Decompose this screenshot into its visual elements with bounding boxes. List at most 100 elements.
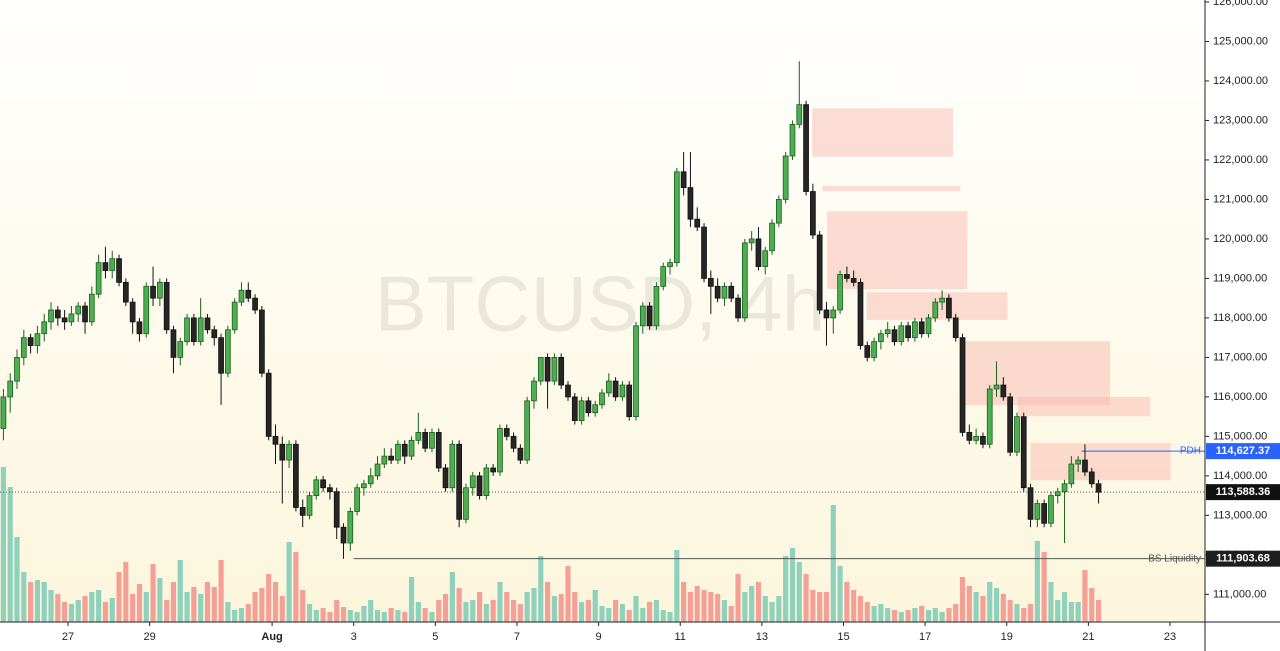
volume-bar (973, 592, 979, 622)
volume-bar (395, 610, 401, 622)
candle-body (54, 309, 61, 319)
volume-bar (1007, 600, 1013, 622)
candle-body (619, 384, 626, 398)
candle-body (993, 384, 1000, 390)
candle-body (442, 467, 449, 489)
candle-body (1054, 491, 1061, 497)
candle-body (381, 455, 388, 465)
candle-body (197, 317, 204, 343)
candle-body (850, 278, 857, 283)
candle-body (429, 432, 435, 449)
volume-bar (456, 588, 462, 622)
candle-body (313, 479, 320, 497)
candle-body (1041, 503, 1047, 524)
candle-body (320, 479, 326, 489)
supply-zone (1017, 396, 1151, 417)
candle-body (204, 317, 211, 331)
candle-body (306, 495, 313, 516)
candles (0, 61, 1102, 559)
candle-body (157, 281, 163, 299)
candle-body (966, 432, 973, 441)
candle-body (95, 262, 102, 295)
candle-body (789, 124, 796, 157)
candle-body (687, 187, 694, 220)
candle-body (578, 400, 585, 421)
volume-bar (34, 580, 40, 622)
y-tick-label: 125,000.00 (1213, 35, 1268, 47)
supply-zone (827, 211, 968, 290)
candle-body (293, 443, 299, 508)
candle-body (857, 281, 864, 346)
last-price-box (1206, 484, 1280, 501)
volume-bar (55, 594, 61, 622)
candle-body (810, 191, 816, 236)
x-tick-label: 9 (596, 631, 602, 643)
volume-bar (109, 598, 115, 622)
volume-bar (361, 606, 367, 622)
candle-body (565, 384, 571, 398)
x-tick-label: 19 (1001, 631, 1013, 643)
volume-bar (102, 602, 109, 622)
candle-body (401, 443, 408, 457)
volume-bar (810, 590, 816, 622)
volume-bar (368, 600, 374, 622)
volume-bar (1055, 600, 1061, 622)
candle-body (748, 238, 755, 244)
volume-bar (939, 612, 945, 622)
volume-bar (1095, 600, 1102, 622)
volume-bar (776, 596, 782, 622)
candle-body (1061, 483, 1068, 493)
candle-body (1048, 495, 1054, 524)
volume-bar (796, 562, 802, 622)
volume-bar (62, 602, 68, 622)
volume-bar (878, 604, 884, 622)
volume-bar (123, 562, 129, 622)
volume-bar (633, 596, 639, 622)
volume-bar (381, 612, 387, 622)
volume-bar (823, 592, 830, 622)
candle-body (463, 487, 469, 520)
candle-body (946, 297, 952, 319)
candle-body (735, 297, 741, 319)
candle-body (633, 325, 639, 418)
volume-bar (334, 600, 340, 622)
volume-bar (327, 612, 333, 622)
y-tick-label: 116,000.00 (1213, 391, 1267, 403)
candle-body (1014, 416, 1020, 453)
volume-bar (157, 578, 163, 622)
candle-body (245, 289, 252, 299)
volume-bar (531, 588, 537, 622)
candle-body (170, 329, 177, 358)
candle-body (7, 380, 14, 398)
volume-bar (340, 607, 347, 622)
axes: 111,000.00112,000.00113,000.00114,000.00… (62, 0, 1280, 643)
volume-bar (82, 596, 88, 622)
volume-bar (164, 600, 170, 622)
volume-bar (245, 604, 251, 622)
level-label-box (1206, 550, 1280, 567)
candle-body (728, 285, 735, 299)
volume-bar (640, 608, 646, 622)
candle-body (1068, 463, 1075, 485)
candle-body (0, 396, 7, 429)
x-tick-label: 11 (675, 631, 686, 643)
volume-bar (211, 587, 217, 622)
candle-body (639, 305, 646, 327)
level-label: 111,903.68 (1216, 553, 1270, 565)
candle-body (905, 325, 911, 339)
x-tick-label: 29 (144, 631, 156, 643)
candle-body (129, 301, 136, 323)
volume-bar (851, 590, 857, 622)
volume-bar (0, 467, 6, 622)
volume-bar (912, 608, 918, 622)
volume-bar (96, 590, 102, 622)
volume-bar (238, 608, 245, 622)
candle-body (231, 301, 238, 331)
volume-bar (68, 604, 75, 622)
candle-body (605, 380, 612, 394)
candle-body (211, 329, 218, 339)
volume-bar (987, 582, 993, 622)
volume-bar (667, 612, 673, 622)
volume-bar (517, 604, 523, 622)
candle-body (259, 309, 265, 374)
